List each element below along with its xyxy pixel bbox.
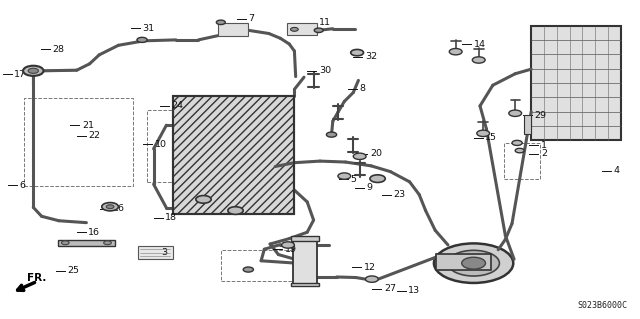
Circle shape <box>137 37 147 42</box>
Circle shape <box>353 153 366 160</box>
Circle shape <box>477 130 490 137</box>
Circle shape <box>448 250 499 276</box>
Text: 6: 6 <box>19 181 25 189</box>
Circle shape <box>23 66 44 76</box>
Text: 14: 14 <box>474 40 486 48</box>
Text: 3: 3 <box>161 248 168 256</box>
Text: 1: 1 <box>541 141 547 150</box>
Circle shape <box>509 110 522 116</box>
Circle shape <box>351 49 364 56</box>
Text: 12: 12 <box>364 263 376 272</box>
Text: S023B6000C: S023B6000C <box>577 301 627 310</box>
Bar <box>287 23 317 35</box>
Text: 24: 24 <box>172 101 184 110</box>
Text: 8: 8 <box>360 84 365 93</box>
Text: 9: 9 <box>366 183 372 192</box>
Text: 17: 17 <box>14 70 26 78</box>
Bar <box>24 98 133 186</box>
Text: 28: 28 <box>52 45 65 54</box>
Text: 7: 7 <box>248 14 254 23</box>
Bar <box>218 23 248 36</box>
Circle shape <box>338 173 351 179</box>
Circle shape <box>196 196 211 203</box>
Bar <box>221 250 298 281</box>
Bar <box>138 246 173 259</box>
Circle shape <box>216 20 225 25</box>
Circle shape <box>370 175 385 182</box>
Text: 30: 30 <box>319 66 331 75</box>
Circle shape <box>472 57 485 63</box>
Bar <box>147 110 180 182</box>
Text: FR.: FR. <box>27 273 46 283</box>
Circle shape <box>282 242 294 248</box>
Text: 11: 11 <box>319 19 331 27</box>
Bar <box>58 240 115 246</box>
Text: 25: 25 <box>67 266 79 275</box>
Circle shape <box>61 241 69 245</box>
Circle shape <box>106 205 114 209</box>
Bar <box>504 143 540 179</box>
Bar <box>291 283 319 286</box>
Bar <box>293 238 317 284</box>
Text: 4: 4 <box>613 166 619 175</box>
Circle shape <box>515 148 524 153</box>
Circle shape <box>104 241 111 245</box>
Circle shape <box>434 243 513 283</box>
Bar <box>531 26 621 140</box>
Text: 31: 31 <box>142 24 154 33</box>
Text: 10: 10 <box>155 140 167 149</box>
Text: 5: 5 <box>351 175 356 184</box>
Text: 16: 16 <box>88 228 100 237</box>
Text: 21: 21 <box>82 121 94 130</box>
Bar <box>291 236 319 241</box>
Circle shape <box>449 48 462 55</box>
Circle shape <box>228 207 243 214</box>
Bar <box>173 96 294 214</box>
Circle shape <box>314 28 323 33</box>
Circle shape <box>365 276 378 282</box>
Text: 19: 19 <box>285 245 297 254</box>
Circle shape <box>243 267 253 272</box>
Text: 32: 32 <box>365 52 377 61</box>
Text: 15: 15 <box>485 133 497 142</box>
Text: 29: 29 <box>534 111 547 120</box>
Bar <box>524 115 531 134</box>
Circle shape <box>461 257 486 269</box>
Circle shape <box>28 68 38 73</box>
Text: 23: 23 <box>394 190 406 199</box>
Text: 20: 20 <box>370 149 382 158</box>
Text: 18: 18 <box>165 213 177 222</box>
Circle shape <box>512 140 522 145</box>
Circle shape <box>291 27 298 31</box>
Text: 26: 26 <box>112 204 124 213</box>
Text: 27: 27 <box>384 284 396 293</box>
Text: 13: 13 <box>408 286 420 295</box>
Circle shape <box>102 203 118 211</box>
Bar <box>173 96 294 214</box>
Circle shape <box>326 132 337 137</box>
Text: 22: 22 <box>88 131 100 140</box>
Text: 2: 2 <box>541 149 547 158</box>
Bar <box>436 254 491 270</box>
